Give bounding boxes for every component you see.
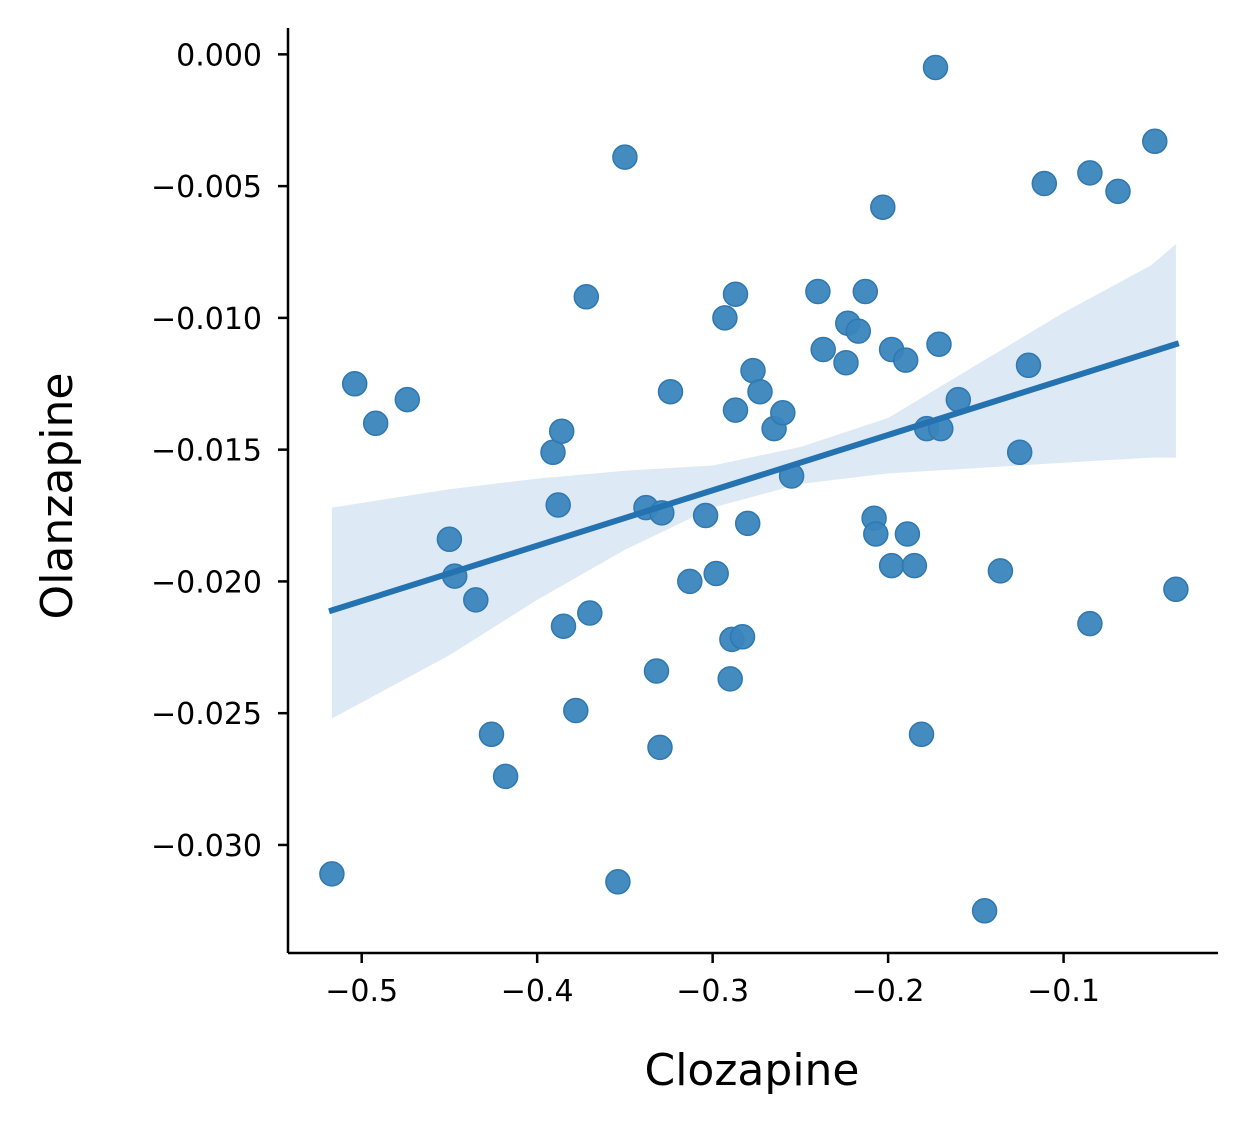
data-point [1105,178,1131,205]
data-point [852,278,879,305]
data-point [1163,576,1189,603]
data-point [612,144,638,170]
data-point [810,336,836,363]
data-point [845,318,872,344]
y-tick-label: −0.020 [151,565,262,600]
data-point [894,521,921,547]
data-point [770,400,796,426]
data-point [908,721,935,748]
x-tick-label: −0.3 [676,974,749,1009]
y-axis-ticks: 0.000 −0.005 −0.010 −0.015 −0.020 −0.025 −0.03… [151,38,288,864]
data-point [692,502,719,529]
data-point [922,54,949,81]
data-point [703,560,729,587]
data-point [577,600,603,626]
x-axis-label: Clozapine [644,1045,859,1096]
data-point [1006,439,1033,466]
data-point [863,521,889,547]
regression-line-layer [328,340,1180,615]
data-point [563,697,589,724]
x-tick-label: −0.2 [852,974,925,1009]
y-tick-label: −0.015 [151,434,262,469]
data-point [677,568,703,595]
data-point [747,378,773,405]
x-tick-label: −0.1 [1027,974,1100,1009]
data-point [341,371,368,397]
data-point [550,613,577,639]
data-point [1077,160,1103,186]
data-point [722,281,749,307]
y-tick-label: −0.005 [151,170,262,205]
data-point [712,305,738,331]
data-point [548,418,575,444]
x-axis-ticks: −0.5 −0.4 −0.3 −0.2 −0.1 [325,953,1100,1009]
x-tick-label: −0.4 [501,974,574,1009]
x-tick-label: −0.5 [325,974,398,1009]
data-point [647,734,673,761]
data-point [545,492,571,518]
y-axis-label: Olanzapine [32,373,83,620]
points-layer [319,54,1189,924]
data-point [717,666,743,692]
data-point [319,861,345,887]
data-point [605,869,631,895]
data-point [478,721,505,748]
data-point [740,357,766,384]
regression-line [328,340,1180,615]
data-point [805,278,831,305]
data-point [362,410,389,437]
y-tick-label: 0.000 [176,38,262,73]
data-point [729,624,756,650]
data-point [892,347,919,373]
y-tick-label: −0.025 [151,697,262,732]
data-point [870,194,896,220]
data-point [833,349,859,376]
data-point [463,587,489,613]
data-point [878,552,905,579]
confidence-band-layer [331,244,1176,719]
data-point [901,552,928,579]
data-point [1142,128,1168,155]
data-point [722,397,749,423]
data-point [394,386,421,413]
y-tick-label: −0.010 [151,302,262,337]
data-point [926,331,952,357]
data-point [734,510,761,537]
data-point [1031,170,1058,197]
confidence-band [331,244,1176,719]
data-point [987,558,1014,584]
data-point [643,658,670,684]
data-point [657,378,684,405]
data-point [436,526,463,553]
data-point [573,284,600,310]
data-point [1015,352,1042,379]
data-point [971,898,998,924]
data-point [1077,610,1103,637]
y-tick-label: −0.030 [151,829,262,864]
data-point [492,763,519,790]
